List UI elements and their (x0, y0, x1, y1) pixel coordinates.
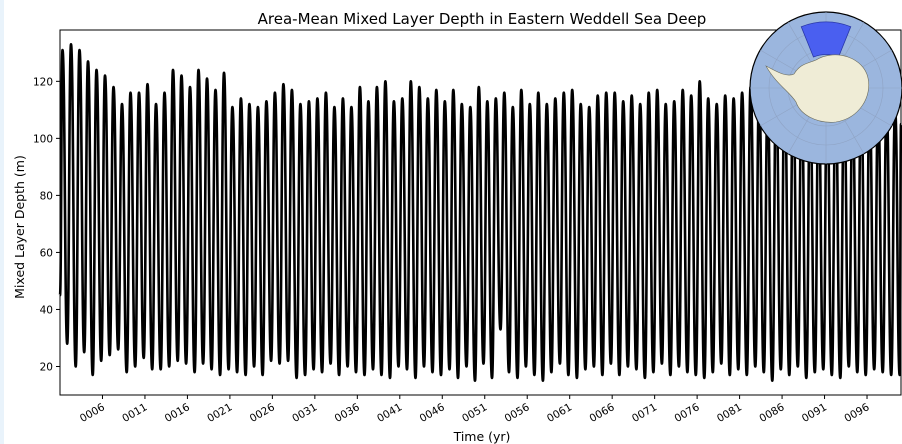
x-tick-label: 0011 (120, 401, 149, 425)
x-tick-label: 0081 (715, 401, 744, 425)
y-tick-label: 20 (40, 361, 53, 373)
y-tick-label: 100 (33, 133, 53, 145)
x-tick-label: 0031 (290, 401, 319, 425)
y-tick-label: 60 (40, 247, 53, 259)
left-edge-strip (0, 0, 4, 444)
x-tick-label: 0051 (460, 401, 489, 425)
y-tick-label: 40 (40, 304, 53, 316)
inset-region-wedge (800, 21, 852, 58)
x-axis-label: Time (yr) (453, 429, 511, 444)
inset-antarctica-land (765, 54, 870, 123)
x-tick-label: 0096 (842, 401, 871, 425)
y-axis-ticks: 20 40 60 80 100 120 (33, 76, 60, 373)
x-tick-label: 0046 (418, 401, 447, 425)
x-tick-label: 0091 (800, 401, 829, 425)
chart-title: Area-Mean Mixed Layer Depth in Eastern W… (258, 10, 707, 28)
x-tick-label: 0036 (333, 401, 362, 425)
series-line (58, 43, 902, 382)
x-tick-label: 0076 (672, 401, 701, 425)
x-tick-label: 0021 (205, 401, 234, 425)
antarctic-inset-map (749, 11, 902, 165)
x-tick-label: 0016 (163, 401, 192, 425)
x-tick-label: 0061 (545, 401, 574, 425)
x-tick-label: 0006 (78, 401, 107, 425)
x-tick-label: 0026 (248, 401, 277, 425)
x-tick-label: 0056 (503, 401, 532, 425)
x-tick-label: 0066 (588, 401, 617, 425)
x-tick-label: 0041 (375, 401, 404, 425)
x-tick-label: 0071 (630, 401, 659, 425)
y-axis-label: Mixed Layer Depth (m) (12, 155, 27, 299)
plot-frame (59, 29, 902, 396)
x-axis-ticks: 0006 0011 0016 0021 0026 0031 0036 0041 0046 0051… (78, 395, 872, 425)
y-tick-label: 80 (40, 190, 53, 202)
x-tick-label: 0086 (757, 401, 786, 425)
y-tick-label: 120 (33, 76, 53, 88)
